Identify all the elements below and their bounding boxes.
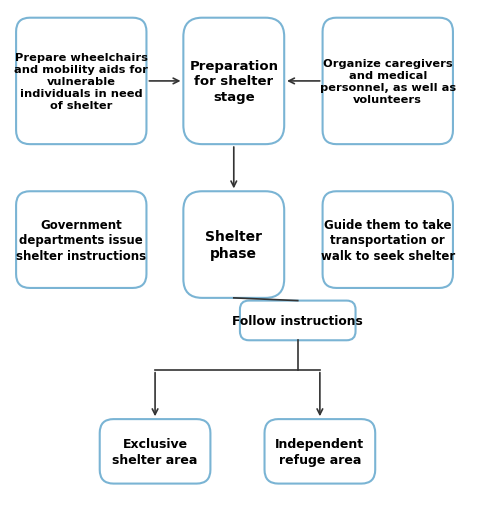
Text: Follow instructions: Follow instructions <box>232 314 362 327</box>
Text: Organize caregivers
and medical
personnel, as well as
volunteers: Organize caregivers and medical personne… <box>319 59 455 105</box>
Text: Prepare wheelchairs
and mobility aids for
vulnerable
individuals in need
of shel: Prepare wheelchairs and mobility aids fo… <box>15 53 148 111</box>
FancyBboxPatch shape <box>322 192 452 288</box>
Text: Independent
refuge area: Independent refuge area <box>275 437 364 466</box>
Text: Exclusive
shelter area: Exclusive shelter area <box>112 437 197 466</box>
FancyBboxPatch shape <box>239 301 355 340</box>
FancyBboxPatch shape <box>16 192 146 288</box>
FancyBboxPatch shape <box>183 19 284 145</box>
FancyBboxPatch shape <box>264 419 374 484</box>
FancyBboxPatch shape <box>183 192 284 298</box>
Text: Government
departments issue
shelter instructions: Government departments issue shelter ins… <box>16 218 146 262</box>
FancyBboxPatch shape <box>322 19 452 145</box>
FancyBboxPatch shape <box>100 419 210 484</box>
Text: Shelter
phase: Shelter phase <box>205 230 262 261</box>
Text: Guide them to take
transportation or
walk to seek shelter: Guide them to take transportation or wal… <box>320 218 454 262</box>
Text: Preparation
for shelter
stage: Preparation for shelter stage <box>189 60 278 104</box>
FancyBboxPatch shape <box>16 19 146 145</box>
